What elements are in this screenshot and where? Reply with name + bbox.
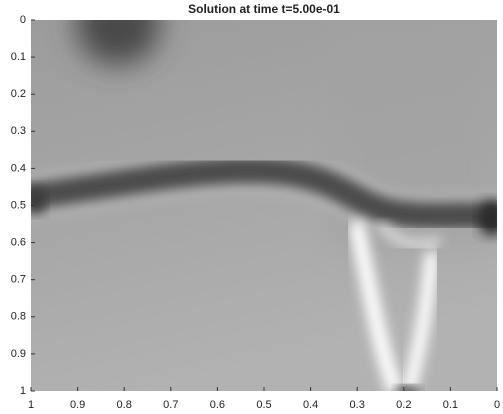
- y-tick-label: 0: [20, 14, 26, 26]
- y-tick-label: 0.1: [11, 51, 26, 63]
- x-tick-label: 0.4: [303, 399, 318, 411]
- x-tick-label: 0.1: [443, 399, 458, 411]
- y-tick-label: 0.9: [11, 348, 26, 360]
- x-tick-label: 0.9: [70, 399, 85, 411]
- y-tick-label: 1: [20, 385, 26, 397]
- x-tick-label: 0.7: [163, 399, 178, 411]
- x-tick-label: 0.3: [350, 399, 365, 411]
- x-tick-label: 1: [28, 399, 34, 411]
- y-tick-label: 0.2: [11, 88, 26, 100]
- x-tick-label: 0.6: [210, 399, 225, 411]
- y-tick-label: 0.3: [11, 125, 26, 137]
- x-tick-label: 0: [494, 399, 500, 411]
- chart-title: Solution at time t=5.00e-01: [188, 2, 340, 16]
- y-tick-label: 0.8: [11, 311, 26, 323]
- y-tick-label: 0.5: [11, 199, 26, 211]
- field: [31, 20, 497, 391]
- y-tick-label: 0.4: [11, 162, 26, 174]
- x-tick-label: 0.5: [256, 399, 271, 411]
- y-tick-label: 0.6: [11, 237, 26, 249]
- y-tick-label: 0.7: [11, 274, 26, 286]
- x-tick-label: 0.2: [396, 399, 411, 411]
- x-tick-label: 0.8: [117, 399, 132, 411]
